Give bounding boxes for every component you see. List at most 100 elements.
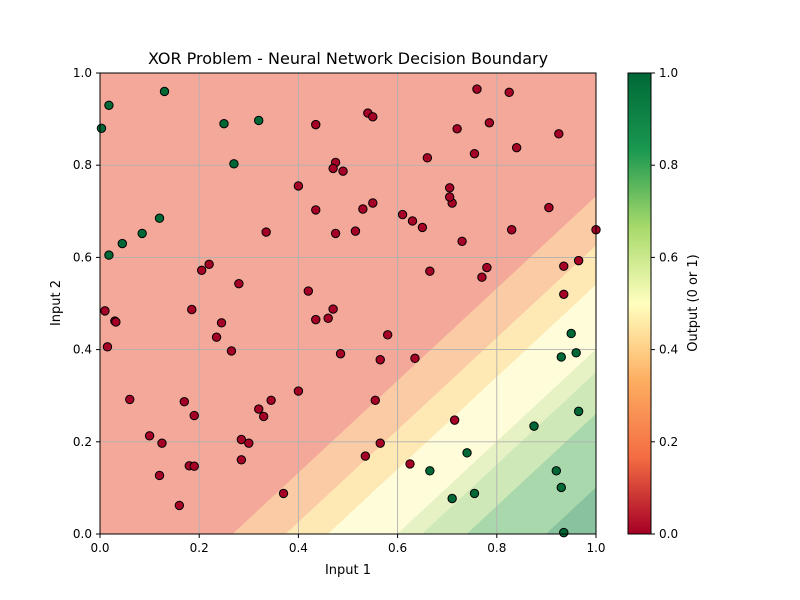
data-points xyxy=(96,84,601,538)
decision-band-1 xyxy=(232,196,596,534)
data-point-class-0 xyxy=(469,148,480,159)
data-point-class-0 xyxy=(234,278,244,289)
data-point-class-0 xyxy=(368,112,378,122)
data-point-class-0 xyxy=(154,470,165,481)
data-point-class-1 xyxy=(104,250,114,260)
data-point-class-0 xyxy=(449,415,460,425)
x-axis-label: Input 1 xyxy=(325,563,371,578)
data-point-class-0 xyxy=(125,394,135,405)
data-point-class-0 xyxy=(559,261,569,271)
data-point-class-0 xyxy=(328,304,338,314)
data-point-class-1 xyxy=(96,123,107,134)
data-point-class-0 xyxy=(258,411,269,422)
data-point-class-0 xyxy=(226,346,237,356)
data-point-class-1 xyxy=(137,228,147,239)
decision-band-4 xyxy=(397,349,596,534)
colorbar-tick-label: 0.6 xyxy=(659,250,678,264)
data-point-class-0 xyxy=(266,395,276,406)
data-point-class-1 xyxy=(556,482,566,493)
y-tick-label: 0.0 xyxy=(73,527,92,541)
y-tick-label: 0.8 xyxy=(73,158,92,172)
data-point-class-0 xyxy=(417,222,428,233)
data-point-class-0 xyxy=(358,204,368,214)
data-point-class-0 xyxy=(368,198,378,208)
chart-title: XOR Problem - Neural Network Decision Bo… xyxy=(148,49,548,68)
x-axis-ticks: 0.0 0.2 0.4 0.6 0.8 1.0 xyxy=(90,534,606,555)
data-point-class-0 xyxy=(196,265,207,276)
data-point-class-0 xyxy=(330,228,341,239)
data-point-class-0 xyxy=(204,259,214,270)
data-point-class-1 xyxy=(469,488,480,499)
data-point-class-0 xyxy=(511,142,522,153)
data-point-class-0 xyxy=(323,313,333,323)
data-point-class-1 xyxy=(154,213,165,223)
data-point-class-1 xyxy=(556,352,566,362)
data-point-class-0 xyxy=(482,262,492,273)
data-point-class-0 xyxy=(444,192,455,202)
data-point-class-0 xyxy=(335,349,346,359)
x-tick-label: 0.4 xyxy=(289,541,308,555)
data-point-class-0 xyxy=(100,306,110,316)
data-point-class-1 xyxy=(571,348,581,358)
data-point-class-0 xyxy=(382,330,393,340)
y-tick-label: 1.0 xyxy=(73,66,92,80)
decision-band-6 xyxy=(466,413,596,534)
decision-band-7 xyxy=(545,487,596,534)
data-point-class-0 xyxy=(350,226,361,236)
grid-lines xyxy=(99,72,597,535)
data-point-class-0 xyxy=(236,434,247,445)
data-point-class-0 xyxy=(311,205,321,215)
data-point-class-0 xyxy=(504,87,514,98)
data-point-class-0 xyxy=(261,227,271,237)
data-point-class-0 xyxy=(477,272,487,282)
data-point-class-1 xyxy=(462,448,472,458)
decision-band-3 xyxy=(327,284,596,534)
data-point-class-0 xyxy=(303,286,314,296)
data-point-class-0 xyxy=(573,255,584,266)
y-tick-label: 0.6 xyxy=(73,250,92,264)
colorbar xyxy=(627,72,652,535)
data-point-class-0 xyxy=(144,431,155,441)
data-point-class-1 xyxy=(566,328,576,339)
data-point-class-0 xyxy=(422,153,433,163)
x-tick-label: 0.6 xyxy=(388,541,407,555)
colorbar-tick-label: 0.4 xyxy=(659,343,678,357)
data-point-class-0 xyxy=(375,438,385,448)
data-point-class-0 xyxy=(111,317,121,327)
data-point-class-0 xyxy=(157,438,167,448)
data-point-class-1 xyxy=(559,527,569,538)
data-point-class-0 xyxy=(278,488,289,499)
y-tick-label: 0.4 xyxy=(73,343,92,357)
data-point-class-0 xyxy=(544,202,554,213)
data-point-class-0 xyxy=(506,225,517,235)
data-point-class-0 xyxy=(410,353,420,364)
data-point-class-1 xyxy=(573,406,584,417)
data-point-class-0 xyxy=(360,451,371,461)
x-tick-label: 0.8 xyxy=(487,541,506,555)
y-axis-ticks: 0.0 0.2 0.4 0.6 0.8 1.0 xyxy=(73,66,100,541)
data-point-class-1 xyxy=(229,159,239,169)
y-axis-label: Input 2 xyxy=(49,280,64,326)
data-point-class-0 xyxy=(174,500,185,511)
colorbar-tick-label: 0.0 xyxy=(659,527,678,541)
data-point-class-0 xyxy=(338,166,348,176)
data-point-class-0 xyxy=(236,455,247,465)
data-point-class-0 xyxy=(189,461,199,471)
colorbar-tick-label: 0.2 xyxy=(659,435,678,449)
data-point-class-1 xyxy=(529,421,539,431)
data-point-class-0 xyxy=(311,314,321,325)
x-tick-label: 0.2 xyxy=(190,541,209,555)
data-point-class-0 xyxy=(216,318,227,328)
data-point-class-0 xyxy=(484,118,495,128)
data-point-class-0 xyxy=(189,410,199,421)
data-point-class-1 xyxy=(447,493,457,504)
data-point-class-0 xyxy=(370,395,380,406)
data-point-class-0 xyxy=(472,84,482,94)
data-point-class-0 xyxy=(311,119,321,130)
data-point-class-0 xyxy=(407,216,418,226)
data-point-class-0 xyxy=(425,266,435,276)
data-point-class-0 xyxy=(397,209,408,220)
data-point-class-0 xyxy=(328,163,338,174)
data-point-class-1 xyxy=(551,466,562,476)
